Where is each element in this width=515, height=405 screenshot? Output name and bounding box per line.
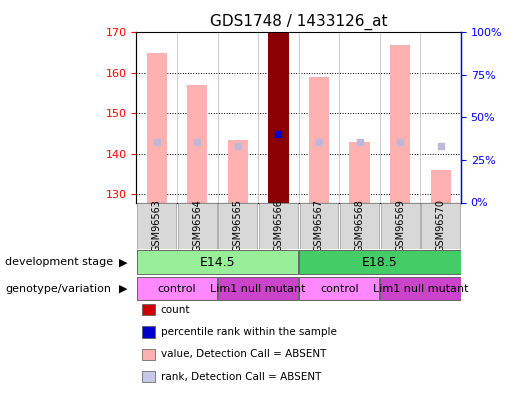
Bar	[138, 202, 176, 249]
Bar	[259, 202, 298, 249]
Bar	[218, 202, 258, 249]
Text: GSM96563: GSM96563	[152, 199, 162, 252]
Text: development stage: development stage	[5, 257, 113, 267]
Text: Lim1 null mutant: Lim1 null mutant	[211, 284, 306, 294]
Bar	[218, 277, 298, 301]
Bar	[299, 277, 380, 301]
Text: rank, Detection Call = ABSENT: rank, Detection Call = ABSENT	[161, 372, 321, 382]
Bar	[178, 202, 217, 249]
Bar	[309, 77, 329, 202]
Text: GSM96570: GSM96570	[436, 199, 445, 252]
Bar	[300, 202, 338, 249]
Text: GSM96568: GSM96568	[354, 199, 365, 252]
Text: control: control	[158, 284, 196, 294]
Text: E18.5: E18.5	[362, 256, 398, 269]
Bar	[349, 142, 370, 202]
Bar	[390, 45, 410, 202]
Text: genotype/variation: genotype/variation	[5, 284, 111, 294]
Bar	[380, 277, 460, 301]
Bar	[299, 250, 460, 274]
Bar	[421, 202, 460, 249]
Text: ▶: ▶	[119, 257, 128, 267]
Text: ▶: ▶	[119, 284, 128, 294]
Bar	[268, 32, 288, 202]
Title: GDS1748 / 1433126_at: GDS1748 / 1433126_at	[210, 13, 387, 30]
Bar	[187, 85, 208, 202]
Bar	[228, 140, 248, 202]
Bar	[431, 170, 451, 202]
Text: percentile rank within the sample: percentile rank within the sample	[161, 327, 337, 337]
Text: GSM96565: GSM96565	[233, 199, 243, 252]
Text: E14.5: E14.5	[200, 256, 235, 269]
Text: value, Detection Call = ABSENT: value, Detection Call = ABSENT	[161, 350, 326, 359]
Text: GSM96567: GSM96567	[314, 199, 324, 252]
Text: control: control	[320, 284, 358, 294]
Bar	[147, 53, 167, 202]
Bar	[137, 277, 217, 301]
Text: GSM96564: GSM96564	[192, 199, 202, 252]
Bar	[340, 202, 379, 249]
Text: count: count	[161, 305, 190, 315]
Bar	[381, 202, 420, 249]
Text: GSM96569: GSM96569	[395, 199, 405, 252]
Bar	[137, 250, 298, 274]
Text: GSM96566: GSM96566	[273, 199, 283, 252]
Text: Lim1 null mutant: Lim1 null mutant	[373, 284, 468, 294]
